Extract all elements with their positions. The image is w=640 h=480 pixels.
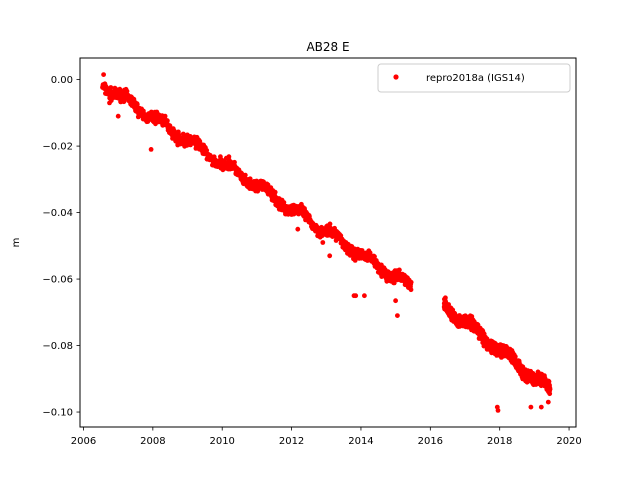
data-point <box>545 399 551 405</box>
x-tick-label: 2012 <box>279 436 304 447</box>
data-point <box>108 85 114 90</box>
data-point <box>165 118 170 124</box>
y-tick-label: −0.10 <box>42 408 73 419</box>
y-tick-label: −0.02 <box>42 142 73 153</box>
x-tick-label: 2016 <box>418 436 443 447</box>
legend-marker <box>393 74 399 80</box>
data-point <box>242 172 248 178</box>
legend-label: repro2018a (IGS14) <box>426 73 525 84</box>
data-point <box>495 408 501 413</box>
data-point <box>204 148 210 153</box>
x-tick-label: 2020 <box>556 436 581 447</box>
data-point <box>327 221 333 227</box>
data-points <box>100 72 553 413</box>
data-point <box>538 404 544 410</box>
ticks: 2006 2008 2010 2012 2014 2016 2018 2020 0.00 −0.0… <box>42 75 581 447</box>
y-tick-label: −0.08 <box>42 341 73 352</box>
data-point <box>372 254 377 259</box>
data-point <box>124 88 130 94</box>
data-point <box>547 391 553 397</box>
data-point <box>327 253 333 259</box>
y-tick-label: 0.00 <box>51 75 73 86</box>
plot-frame <box>79 57 577 428</box>
data-point <box>107 100 112 106</box>
legend: repro2018a (IGS14) <box>377 63 571 93</box>
legend-box <box>377 63 571 93</box>
data-point <box>295 226 301 232</box>
y-axis-label: m <box>11 238 22 248</box>
data-point <box>353 293 359 299</box>
data-point <box>408 287 414 293</box>
x-tick-label: 2014 <box>348 436 373 447</box>
data-point <box>512 354 518 359</box>
data-point <box>272 189 278 195</box>
data-point <box>446 302 451 307</box>
chart-title: AB28 E <box>306 40 349 54</box>
data-point <box>362 293 367 299</box>
x-tick-label: 2018 <box>487 436 512 447</box>
data-point <box>281 200 287 205</box>
x-tick-label: 2006 <box>71 436 96 447</box>
data-point <box>408 279 414 285</box>
data-point <box>197 138 203 144</box>
data-point <box>395 313 400 318</box>
data-point <box>148 147 154 152</box>
x-tick-label: 2010 <box>209 436 234 447</box>
data-point <box>320 240 326 245</box>
data-point <box>397 267 402 273</box>
data-point <box>232 159 237 165</box>
data-point <box>115 113 121 119</box>
data-point <box>546 379 552 384</box>
data-point <box>528 404 534 410</box>
data-point <box>547 386 553 392</box>
data-point <box>443 295 448 301</box>
x-tick-label: 2008 <box>140 436 165 447</box>
y-tick-label: −0.04 <box>42 208 73 219</box>
data-point <box>393 298 398 304</box>
y-tick-label: −0.06 <box>42 275 73 286</box>
data-point <box>101 72 106 77</box>
